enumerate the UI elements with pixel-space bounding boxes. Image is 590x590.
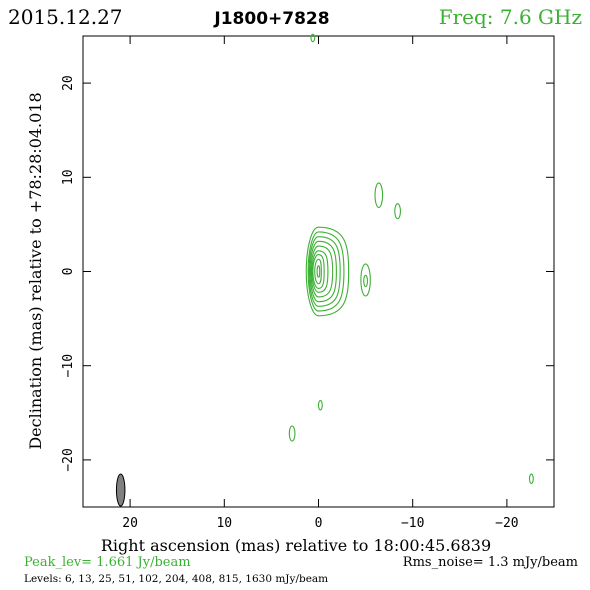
y-tick-label: 20 xyxy=(61,75,76,91)
beam-shape xyxy=(115,473,126,507)
x-tick-label: 0 xyxy=(315,516,323,531)
rms-noise: Rms_noise= 1.3 mJy/beam xyxy=(403,555,578,570)
component-contour xyxy=(528,473,534,484)
contour-levels: Levels: 6, 13, 25, 51, 102, 204, 408, 81… xyxy=(24,573,328,585)
x-tick-label: 20 xyxy=(122,516,138,531)
axis-tick-labels: 20 10 0 −10 −20 −20 −10 0 10 20 xyxy=(61,75,519,531)
peak-level: Peak_lev= 1.661 Jy/beam xyxy=(24,555,191,570)
core-contour xyxy=(308,236,341,307)
y-tick-label: 0 xyxy=(61,268,76,276)
component-contour xyxy=(310,33,316,43)
component-contour xyxy=(394,203,402,220)
core-contour xyxy=(316,265,321,278)
y-tick-label: −20 xyxy=(61,448,76,471)
axis-ticks xyxy=(83,36,554,507)
core-contour xyxy=(314,258,322,285)
frequency-label: Freq: 7.6 GHz xyxy=(439,5,582,29)
x-tick-label: 10 xyxy=(216,516,232,531)
y-axis-label: Declination (mas) relative to +78:28:04.… xyxy=(26,92,45,449)
y-tick-label: 10 xyxy=(61,169,76,185)
beam-ellipse xyxy=(115,473,126,507)
component-contour xyxy=(288,425,296,442)
source-name: J1800+7828 xyxy=(213,9,329,29)
core-contour xyxy=(305,226,350,317)
observation-date: 2015.12.27 xyxy=(8,5,123,29)
x-tick-label: −10 xyxy=(401,516,424,531)
core-contour xyxy=(312,253,325,290)
core-contour xyxy=(311,250,329,293)
core-contour xyxy=(310,245,334,298)
core-contour xyxy=(309,240,337,303)
plot-frame xyxy=(82,35,555,508)
component-contour xyxy=(363,274,369,288)
component-contour xyxy=(374,182,384,208)
x-axis-label: Right ascension (mas) relative to 18:00:… xyxy=(101,536,491,555)
core-contour xyxy=(307,231,345,312)
x-tick-label: −20 xyxy=(495,516,518,531)
contour-lines xyxy=(288,33,534,484)
y-tick-label: −10 xyxy=(61,354,76,377)
component-contour xyxy=(317,400,323,411)
component-contour xyxy=(360,263,371,297)
